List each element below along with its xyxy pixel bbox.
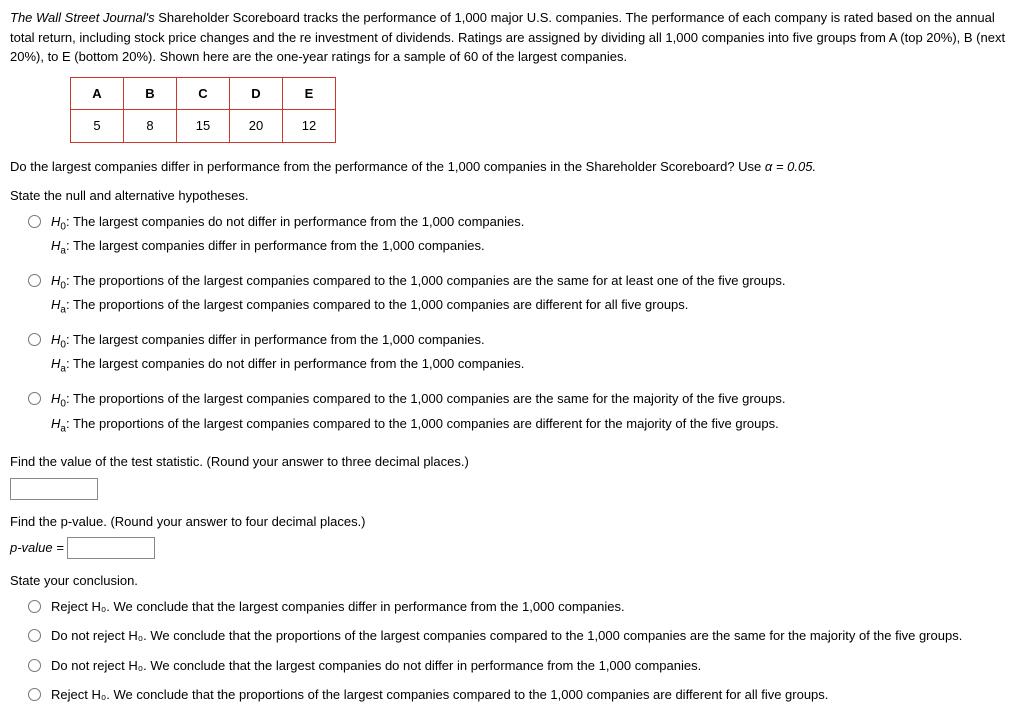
conclusion-radio-2[interactable] — [28, 629, 41, 642]
h0-line: H0: The largest companies do not differ … — [51, 212, 1014, 235]
h0-line: H0: The proportions of the largest compa… — [51, 389, 1014, 412]
ha-line: Ha: The largest companies do not differ … — [51, 354, 1014, 377]
val-c: 15 — [177, 110, 230, 143]
col-c: C — [177, 77, 230, 110]
hyp-radio-1[interactable] — [28, 215, 41, 228]
test-statistic-input[interactable] — [10, 478, 98, 500]
conclusion-radio-4[interactable] — [28, 688, 41, 701]
table-header-row: A B C D E — [71, 77, 336, 110]
ha-line: Ha: The largest companies differ in perf… — [51, 236, 1014, 259]
val-a: 5 — [71, 110, 124, 143]
hyp-option-3[interactable]: H0: The largest companies differ in perf… — [10, 330, 1014, 379]
conclusion-radio-1[interactable] — [28, 600, 41, 613]
table-value-row: 5 8 15 20 12 — [71, 110, 336, 143]
col-e: E — [283, 77, 336, 110]
find-pvalue-prompt: Find the p-value. (Round your answer to … — [10, 512, 1014, 532]
conclusion-option-1[interactable]: Reject H₀. We conclude that the largest … — [10, 597, 1014, 617]
conclusion-radio-3[interactable] — [28, 659, 41, 672]
intro-rest: Shareholder Scoreboard tracks the perfor… — [10, 10, 1005, 64]
val-b: 8 — [124, 110, 177, 143]
col-b: B — [124, 77, 177, 110]
hyp-option-4[interactable]: H0: The proportions of the largest compa… — [10, 389, 1014, 438]
col-d: D — [230, 77, 283, 110]
h0-line: H0: The largest companies differ in perf… — [51, 330, 1014, 353]
hyp-radio-2[interactable] — [28, 274, 41, 287]
val-d: 20 — [230, 110, 283, 143]
hyp-option-1[interactable]: H0: The largest companies do not differ … — [10, 212, 1014, 261]
col-a: A — [71, 77, 124, 110]
conclusion-option-3[interactable]: Do not reject H₀. We conclude that the l… — [10, 656, 1014, 676]
ratings-table: A B C D E 5 8 15 20 12 — [70, 77, 336, 143]
ha-line: Ha: The proportions of the largest compa… — [51, 295, 1014, 318]
state-hypotheses-prompt: State the null and alternative hypothese… — [10, 186, 1014, 206]
hypothesis-options: H0: The largest companies do not differ … — [10, 212, 1014, 439]
find-test-stat-prompt: Find the value of the test statistic. (R… — [10, 452, 1014, 472]
hyp-option-2[interactable]: H0: The proportions of the largest compa… — [10, 271, 1014, 320]
conclusion-option-2[interactable]: Do not reject H₀. We conclude that the p… — [10, 626, 1014, 646]
conclusion-text-2: Do not reject H₀. We conclude that the p… — [51, 626, 1014, 646]
conclusion-text-3: Do not reject H₀. We conclude that the l… — [51, 656, 1014, 676]
journal-title: The Wall Street Journal's — [10, 10, 155, 25]
conclusion-option-4[interactable]: Reject H₀. We conclude that the proporti… — [10, 685, 1014, 705]
pvalue-row: p-value = — [10, 537, 1014, 559]
conclusion-options: Reject H₀. We conclude that the largest … — [10, 597, 1014, 705]
pvalue-input[interactable] — [67, 537, 155, 559]
pvalue-label: p-value = — [10, 540, 67, 555]
main-question: Do the largest companies differ in perfo… — [10, 157, 1014, 177]
hyp-radio-3[interactable] — [28, 333, 41, 346]
hyp-radio-4[interactable] — [28, 392, 41, 405]
val-e: 12 — [283, 110, 336, 143]
ha-line: Ha: The proportions of the largest compa… — [51, 414, 1014, 437]
conclusion-text-4: Reject H₀. We conclude that the proporti… — [51, 685, 1014, 705]
state-conclusion-prompt: State your conclusion. — [10, 571, 1014, 591]
conclusion-text-1: Reject H₀. We conclude that the largest … — [51, 597, 1014, 617]
h0-line: H0: The proportions of the largest compa… — [51, 271, 1014, 294]
intro-paragraph: The Wall Street Journal's Shareholder Sc… — [10, 8, 1014, 67]
